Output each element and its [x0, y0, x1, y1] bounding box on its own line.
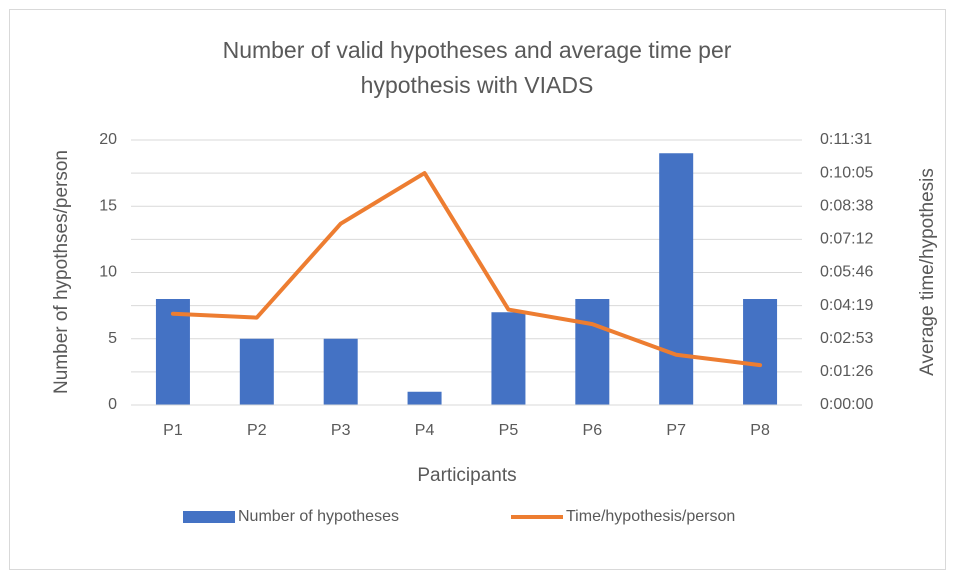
y-tick-label: 10: [99, 264, 117, 281]
y-tick-label: 20: [99, 131, 117, 148]
y-axis-label: Number of hypothses/person: [51, 150, 72, 394]
x-tick-label: P7: [666, 422, 686, 439]
y2-tick-label: 0:01:26: [820, 363, 873, 380]
legend-label: Number of hypotheses: [238, 508, 399, 525]
bar: [491, 312, 526, 405]
x-tick-label: P5: [499, 422, 519, 439]
y2-tick-label: 0:04:19: [820, 297, 873, 314]
x-tick-label: P2: [247, 422, 267, 439]
x-tick-label: P4: [415, 422, 435, 439]
y2-tick-label: 0:02:53: [820, 330, 873, 347]
x-tick-label: P3: [331, 422, 351, 439]
y2-tick-label: 0:05:46: [820, 264, 873, 281]
x-tick-label: P8: [750, 422, 770, 439]
y-tick-label: 15: [99, 197, 117, 214]
y2-axis-label: Average time/hypothesis: [917, 168, 938, 376]
bar: [407, 391, 442, 405]
x-axis-label: Participants: [417, 465, 516, 486]
y2-tick-label: 0:00:00: [820, 396, 873, 413]
legend-swatch: [183, 511, 235, 523]
x-tick-label: P1: [163, 422, 183, 439]
bar: [743, 299, 778, 405]
bar: [239, 338, 274, 405]
line: [170, 171, 763, 368]
chart-border: [9, 9, 946, 570]
chart-title: hypothesis with VIADS: [361, 72, 594, 98]
y2-tick-label: 0:07:12: [820, 231, 873, 248]
y-tick-label: 5: [108, 330, 117, 347]
y2-tick-label: 0:11:31: [820, 131, 872, 148]
x-tick-label: P6: [583, 422, 603, 439]
bar: [659, 153, 694, 405]
bar: [155, 299, 190, 405]
y2-tick-label: 0:08:38: [820, 197, 873, 214]
bar: [323, 338, 358, 405]
y2-tick-label: 0:10:05: [820, 164, 873, 181]
chart-title: Number of valid hypotheses and average t…: [223, 37, 732, 63]
legend-label: Time/hypothesis/person: [566, 508, 735, 525]
y-tick-label: 0: [108, 396, 117, 413]
bar: [575, 299, 610, 405]
